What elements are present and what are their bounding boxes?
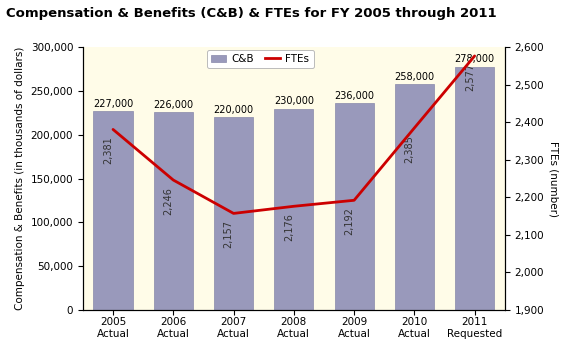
Bar <box>154 112 193 310</box>
Text: 2,157: 2,157 <box>223 221 234 249</box>
Text: 2,246: 2,246 <box>163 187 174 215</box>
Bar <box>395 84 434 310</box>
Text: 278,000: 278,000 <box>454 55 494 64</box>
Text: 2,385: 2,385 <box>405 135 414 163</box>
Text: 236,000: 236,000 <box>334 91 374 101</box>
Text: 230,000: 230,000 <box>274 96 314 106</box>
Text: 2,176: 2,176 <box>284 213 294 241</box>
Text: 2,577: 2,577 <box>465 63 475 91</box>
Text: 227,000: 227,000 <box>93 99 133 109</box>
Text: 226,000: 226,000 <box>153 100 193 110</box>
Text: Compensation & Benefits (C&B) & FTEs for FY 2005 through 2011: Compensation & Benefits (C&B) & FTEs for… <box>6 7 496 20</box>
Y-axis label: FTEs (number): FTEs (number) <box>548 141 558 217</box>
Text: 258,000: 258,000 <box>394 72 434 82</box>
Bar <box>214 117 253 310</box>
Bar <box>335 103 374 310</box>
Bar <box>274 109 313 310</box>
Text: 2,192: 2,192 <box>344 207 354 235</box>
Legend: C&B, FTEs: C&B, FTEs <box>206 50 313 68</box>
Text: 2,381: 2,381 <box>103 136 113 164</box>
Bar <box>93 111 132 310</box>
Text: 220,000: 220,000 <box>214 105 254 115</box>
Y-axis label: Compensation & Benefits (in thousands of dollars): Compensation & Benefits (in thousands of… <box>15 47 25 310</box>
Bar <box>455 67 494 310</box>
